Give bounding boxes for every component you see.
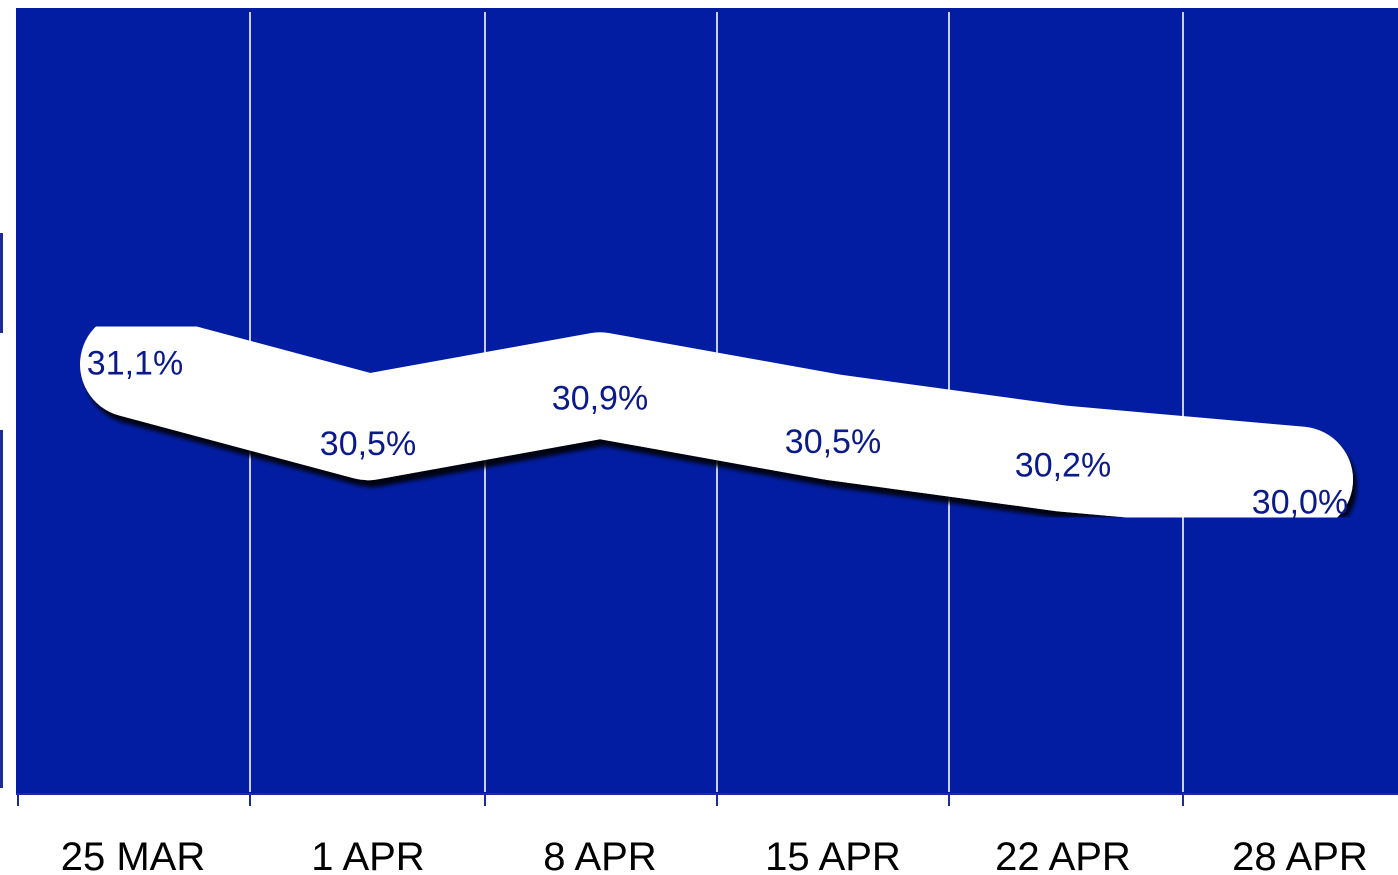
left-edge-mark (0, 233, 3, 333)
series-line-group (80, 311, 1353, 533)
x-tick-label: 8 APR (543, 835, 656, 875)
x-tick-label: 28 APR (1232, 835, 1368, 875)
x-tick-label: 15 APR (765, 835, 901, 875)
data-point (1298, 477, 1302, 482)
series-line (80, 311, 1353, 533)
x-axis-ticks (17, 794, 1184, 806)
data-label: 30,0% (1252, 484, 1348, 522)
x-tick-labels: 25 MAR 1 APR 8 APR 15 APR 22 APR 28 APR (61, 835, 1368, 875)
x-tick-label: 1 APR (311, 835, 424, 875)
data-point (598, 383, 602, 388)
left-edge-mark (0, 430, 3, 788)
data-point (1061, 456, 1065, 461)
x-tick-label: 22 APR (995, 835, 1131, 875)
data-point (366, 425, 370, 430)
data-label: 31,1% (87, 344, 183, 382)
data-label: 30,9% (552, 379, 648, 417)
data-labels: 31,1% 30,5% 30,9% 30,5% 30,2% 30,0% (87, 344, 1348, 521)
x-tick-label: 25 MAR (61, 835, 206, 875)
data-label: 30,5% (785, 423, 881, 461)
data-label: 30,5% (320, 425, 416, 463)
data-point (131, 362, 135, 367)
data-label: 30,2% (1015, 447, 1111, 485)
data-point (831, 425, 835, 430)
